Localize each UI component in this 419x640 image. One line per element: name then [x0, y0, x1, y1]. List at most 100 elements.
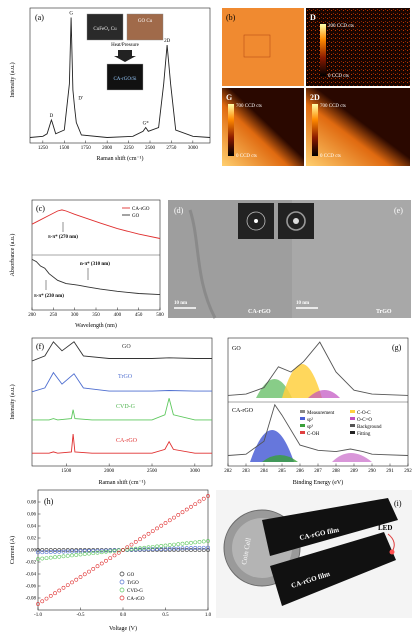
- panel-a-inset: CuFeO₂ Cu GO Cu Heat/Pressure CA-rGO/Si: [86, 13, 164, 91]
- legend-label: C-OH: [307, 432, 320, 437]
- panel-h-point: [53, 591, 57, 596]
- panel-f-ticks: 1500 2000 2500 3000: [61, 463, 201, 474]
- panel-h-point: [65, 549, 70, 554]
- panel-h-point: [108, 549, 113, 554]
- panel-h-point: [104, 549, 108, 554]
- panel-h-ytick-label: -0.04: [26, 573, 37, 578]
- panel-h: (h) Current (A) Voltage (V) -1.0 -0.5 0.0 0…: [9, 489, 212, 632]
- panel-f: (f) Intensity (a.u.) Raman shift (cm⁻¹) …: [9, 337, 213, 486]
- panel-f-tick-label: 3000: [190, 469, 201, 474]
- panel-h-point: [44, 596, 49, 601]
- panel-h-point: [108, 556, 113, 561]
- panel-h-point: [74, 577, 79, 582]
- legend-marker: [119, 587, 125, 593]
- panel-h-point: [150, 544, 155, 549]
- panel-h-point: [48, 550, 53, 554]
- tem-label-trgo: TrGO: [376, 309, 392, 315]
- panel-h-point: [74, 549, 79, 554]
- panel-c-tick-label: 250: [50, 313, 58, 318]
- panel-h-point: [74, 553, 79, 557]
- panel-c-go-line: [31, 258, 161, 296]
- panel-a-tick-label: 2000: [102, 146, 113, 151]
- panel-h-point: [201, 539, 206, 544]
- panel-h-point: [206, 548, 210, 552]
- panel-h-point: [95, 548, 100, 553]
- legend-swatch: [350, 431, 355, 434]
- g-top-peak-coc: [282, 364, 322, 398]
- legend-label: GO: [127, 573, 135, 578]
- panel-f-xlabel: Raman shift (cm⁻¹): [99, 479, 146, 486]
- panel-h-point: [138, 537, 142, 542]
- legend-marker: [119, 579, 125, 585]
- led-label: LED: [378, 524, 392, 532]
- g-top-peak-ococ: [308, 390, 340, 398]
- panel-h-point: [48, 548, 53, 552]
- panel-h-point: [70, 548, 74, 552]
- panel-h-point: [91, 567, 96, 571]
- panel-h-point: [36, 548, 40, 552]
- legend-label: CA-rGO: [127, 597, 145, 602]
- panel-f-tick-label: 2500: [147, 469, 158, 474]
- panel-h-point: [155, 526, 159, 531]
- d-scale-max: 200 CCD cts: [328, 24, 354, 29]
- panel-h-point: [57, 554, 62, 559]
- panel-a-letter: (a): [35, 13, 44, 22]
- panel-h-point: [53, 555, 57, 560]
- panel-c-tick-label: 500: [156, 313, 164, 318]
- annot-go-peak2: π-π* (230 nm): [34, 294, 64, 299]
- panel-c-tick-label: 350: [92, 313, 100, 318]
- panel-h-point: [197, 545, 202, 550]
- panel-g-tick-label: 286: [296, 469, 304, 474]
- panel-h-ytick-label: -0.08: [26, 597, 37, 602]
- panel-h-point: [189, 546, 193, 550]
- panel-h-point: [82, 548, 87, 552]
- inset-photo-cufeo: [86, 13, 124, 41]
- g-colorbar: [228, 104, 234, 156]
- legend-cargo-label: CA-rGO: [132, 207, 150, 212]
- legend-label: sp³: [307, 424, 313, 430]
- panel-h-point: [116, 550, 121, 555]
- panel-h-point: [167, 546, 172, 551]
- peak-label: G*: [143, 122, 150, 127]
- panel-h-point: [112, 553, 117, 558]
- panel-h-point: [142, 534, 147, 539]
- panel-a: (a) Intensity (a.u.) Raman shift (cm⁻¹) …: [9, 7, 211, 162]
- panel-a-frame: [29, 7, 211, 144]
- panel-h-point: [159, 523, 164, 528]
- panel-h-point: [87, 551, 91, 556]
- panel-f-ylabel: Intensity (a.u.): [9, 384, 16, 419]
- legend-go-label: GO: [132, 214, 140, 219]
- panel-a-tick-label: 2500: [145, 146, 156, 151]
- legend-label: C-O-C: [357, 411, 371, 416]
- panel-h-point: [82, 572, 87, 577]
- panel-h-point: [167, 543, 172, 547]
- tem-fringe: [188, 209, 217, 319]
- panel-c-tick-label: 200: [28, 313, 36, 318]
- panel-h-point: [57, 588, 62, 593]
- panel-f-cvdg-label: CVD-G: [116, 404, 136, 410]
- led-icon: [389, 549, 395, 555]
- panel-h-xlabel: Voltage (V): [109, 625, 137, 632]
- panel-h-legend: GO TrGO CVD-G CA-rGO: [119, 571, 145, 602]
- panel-h-point: [99, 561, 104, 566]
- panel-h-point: [48, 555, 53, 560]
- legend-label: TrGO: [127, 581, 139, 586]
- g-map: [222, 88, 304, 166]
- legend-label: CVD-G: [127, 589, 143, 594]
- panel-h-point: [201, 496, 206, 501]
- panel-h-point: [116, 548, 121, 553]
- g-bottom-peak-ococ: [332, 453, 372, 462]
- panel-h-tick-label: 0.5: [162, 613, 169, 618]
- panel-h-point: [197, 540, 202, 544]
- panel-h-point: [70, 553, 74, 558]
- legend-swatch: [300, 410, 305, 413]
- panel-h-point: [193, 502, 198, 507]
- panel-g-tick-label: 289: [350, 469, 358, 474]
- panel-h-ytick-label: 0.02: [27, 537, 36, 542]
- panel-e-letter: (e): [394, 206, 403, 215]
- panel-h-point: [163, 521, 168, 525]
- panel-g-top-label: GO: [232, 346, 241, 352]
- legend-swatch: [350, 424, 355, 427]
- panel-h-point: [87, 549, 91, 553]
